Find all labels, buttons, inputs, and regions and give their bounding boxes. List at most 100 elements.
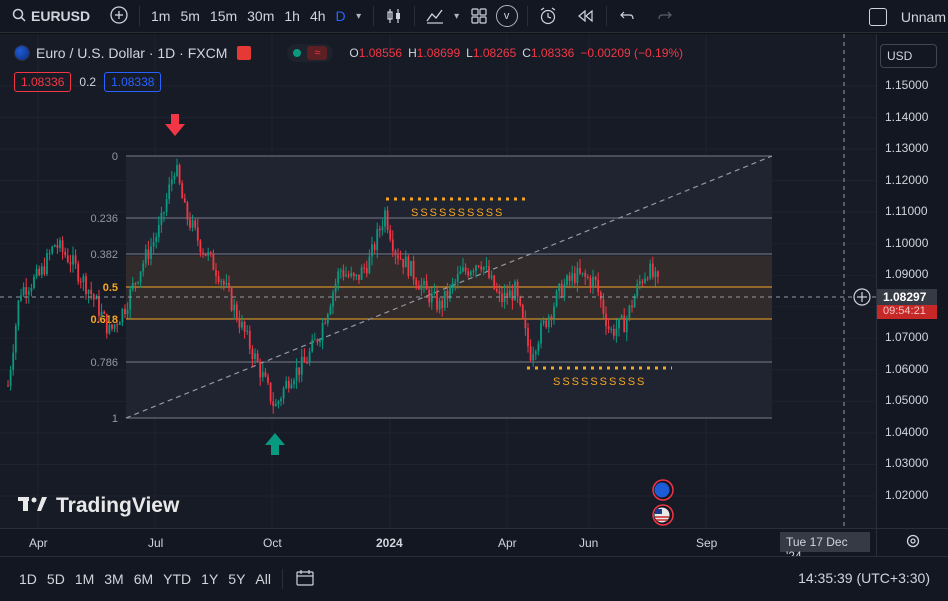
candle <box>553 302 555 325</box>
chart-area[interactable]: 0 0.236 0.382 0.5 0.618 0.786 1 SSSSSSSSSS SSS… <box>0 34 948 563</box>
candle <box>347 270 350 279</box>
candle <box>282 386 285 405</box>
range-1y[interactable]: 1Y <box>201 571 219 587</box>
candle <box>334 278 337 302</box>
layout-name-area[interactable]: Unnam <box>868 0 948 33</box>
undo-icon[interactable] <box>613 0 641 33</box>
timeframe-30m[interactable]: 30m <box>247 8 275 24</box>
eu-event-flag-icon[interactable] <box>652 479 674 501</box>
candle <box>111 324 113 332</box>
fib-level-label: 0 <box>112 151 118 163</box>
candle <box>212 249 215 271</box>
toolbar-divider <box>526 6 528 26</box>
timeframe-1m[interactable]: 1m <box>151 8 171 24</box>
redo-icon[interactable] <box>651 0 679 33</box>
candle <box>191 214 194 232</box>
compare-symbol-button[interactable] <box>105 0 133 33</box>
chart-pane[interactable]: 0 0.236 0.382 0.5 0.618 0.786 1 SSSSSSSSSS SSS… <box>0 34 876 528</box>
candle <box>480 261 483 273</box>
us-event-flag-icon[interactable] <box>652 504 674 526</box>
up-arrow-icon[interactable] <box>265 433 285 455</box>
candle <box>443 290 446 312</box>
change-value: −0.00209 (−0.19%) <box>580 46 684 60</box>
chart-settings-button[interactable] <box>876 528 948 556</box>
range-6m[interactable]: 6M <box>133 571 154 587</box>
replay-rewind-icon[interactable] <box>572 0 600 33</box>
candle <box>243 320 246 339</box>
candle <box>85 272 87 300</box>
timeframe-1h[interactable]: 1h <box>284 8 300 24</box>
red-marker-icon <box>237 46 252 60</box>
candle <box>22 282 25 297</box>
range-1d[interactable]: 1D <box>19 571 37 587</box>
candle <box>376 222 379 259</box>
buy-button[interactable]: 1.08338 <box>104 72 162 92</box>
candle <box>272 392 275 414</box>
candle <box>178 163 181 186</box>
candle <box>7 380 9 387</box>
candle <box>254 348 256 364</box>
layout-checkbox-icon[interactable] <box>868 7 887 26</box>
range-5y[interactable]: 5Y <box>228 571 246 587</box>
price-scale[interactable]: USD 1.15000 1.14000 1.13000 1.12000 1.11000 1… <box>876 34 948 528</box>
goto-date-calendar-icon[interactable] <box>295 569 315 590</box>
indicators-icon[interactable] <box>421 0 449 33</box>
range-5d[interactable]: 5D <box>46 571 65 587</box>
candle <box>360 264 363 281</box>
range-all[interactable]: All <box>255 571 271 587</box>
time-scale[interactable]: Apr Jul Oct 2024 Apr Jun Sep <box>0 528 876 556</box>
market-status-pill[interactable]: ≈ <box>287 44 334 62</box>
candle <box>35 264 38 279</box>
toolbar-divider <box>281 569 283 589</box>
candle <box>311 334 314 353</box>
timeframe-chevron-down-icon[interactable]: ▾ <box>356 10 362 22</box>
candle <box>329 303 332 316</box>
candle <box>646 276 649 282</box>
alert-clock-icon[interactable] <box>534 0 562 33</box>
candle <box>20 288 22 303</box>
close-label: C <box>522 46 531 60</box>
range-1m[interactable]: 1M <box>74 571 95 587</box>
candle <box>269 382 272 405</box>
candle <box>222 278 225 291</box>
price-chart[interactable]: 0 0.236 0.382 0.5 0.618 0.786 1 SSSSSSSSSS SSS… <box>0 34 876 528</box>
timeframe-4h[interactable]: 4h <box>309 8 326 24</box>
candle <box>137 281 139 285</box>
candle <box>381 219 384 236</box>
crosshair-plus-icon[interactable] <box>853 288 871 306</box>
fib-level-label: 1 <box>112 413 118 425</box>
candle <box>66 248 69 264</box>
fib-retracement[interactable]: 0 0.236 0.382 0.5 0.618 0.786 1 <box>90 151 772 425</box>
down-arrow-icon[interactable] <box>165 114 185 136</box>
range-3m[interactable]: 3M <box>104 571 124 587</box>
timeframe-5m[interactable]: 5m <box>180 8 200 24</box>
candle <box>560 279 563 299</box>
candle <box>285 376 288 390</box>
symbol-title[interactable]: Euro / U.S. Dollar · 1D · FXCM <box>36 45 228 61</box>
candle <box>589 275 592 293</box>
range-ytd[interactable]: YTD <box>163 571 192 587</box>
price-label: 1.09000 <box>885 267 929 282</box>
candle <box>350 266 353 279</box>
high-value: 1.08699 <box>416 46 461 60</box>
layouts-grid-icon[interactable] <box>465 0 493 33</box>
candle <box>321 318 324 350</box>
clock-timezone[interactable]: 14:35:39 (UTC+3:30) <box>798 570 930 586</box>
timeframe-15m[interactable]: 15m <box>209 8 238 24</box>
sell-button[interactable]: 1.08336 <box>14 72 72 92</box>
symbol-search[interactable]: EURUSD <box>0 0 105 33</box>
indicators-chevron-down-icon[interactable]: ▾ <box>454 10 460 22</box>
currency-button[interactable]: USD <box>880 44 937 68</box>
candle <box>202 248 204 258</box>
candle <box>477 264 480 269</box>
candle <box>324 319 327 325</box>
candle <box>410 260 412 277</box>
trend-line[interactable] <box>125 155 773 419</box>
candle <box>17 299 20 331</box>
candles-chart-type-icon[interactable] <box>380 0 408 33</box>
fib-level-label: 0.382 <box>90 249 118 261</box>
candle <box>404 250 407 268</box>
candle <box>186 200 189 226</box>
templates-button[interactable]: v <box>493 0 521 33</box>
timeframe-d[interactable]: D <box>335 8 346 24</box>
